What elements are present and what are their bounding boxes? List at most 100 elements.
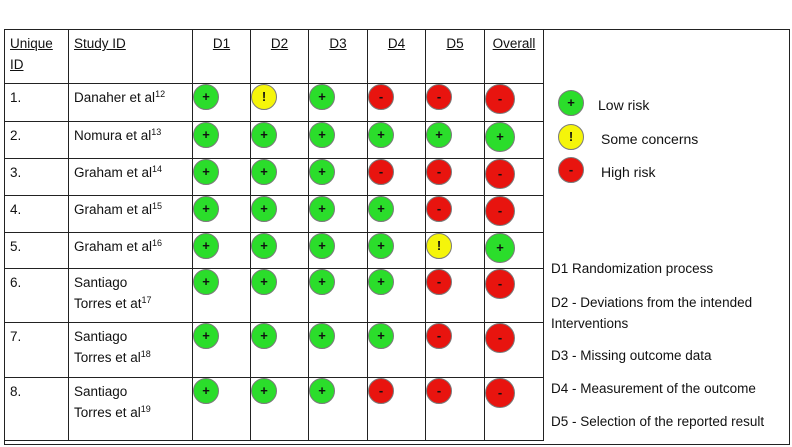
high-risk-icon: - <box>368 159 394 185</box>
high-risk-icon: - <box>426 196 452 222</box>
low-risk-icon: + <box>193 323 219 349</box>
judgement-cell-d2: + <box>250 232 309 269</box>
unique-id: 4. <box>10 202 22 217</box>
header-study-id: Study ID <box>68 29 193 84</box>
low-risk-icon: + <box>251 378 277 404</box>
legend-label: Some concerns <box>601 131 699 147</box>
study-name-text: Graham et al <box>74 202 153 217</box>
header-d3: D3 <box>308 29 368 84</box>
study-id-cell: Santiago Torres et al19 <box>68 377 193 441</box>
judgement-cell-d1: + <box>192 377 251 441</box>
high-risk-icon: - <box>368 84 394 110</box>
legend-label: High risk <box>601 164 656 180</box>
header-d1: D1 <box>192 29 251 84</box>
table-row: 8. Santiago Torres et al19 + + + - - - <box>4 377 544 441</box>
study-name-text: Torres et al <box>74 405 141 420</box>
study-name-text: Torres et al <box>74 350 141 365</box>
unique-id-cell: 2. <box>4 121 69 159</box>
judgement-cell-d1: + <box>192 158 251 196</box>
study-name-text: Nomura et al <box>74 128 152 143</box>
judgement-cell-overall: - <box>484 195 544 233</box>
judgement-cell-overall: - <box>484 377 544 441</box>
unique-id: 7. <box>10 329 22 344</box>
judgement-cell-d5: - <box>425 377 485 441</box>
table-row: 5. Graham et al16 + + + +! + <box>4 232 544 269</box>
judgement-cell-d2: + <box>250 195 309 233</box>
table-row: 4. Graham et al15 + + + + - - <box>4 195 544 233</box>
study-name-text: Santiago <box>74 384 128 399</box>
study-name: Graham et al16 <box>69 233 192 257</box>
domain-key-d4: D4 - Measurement of the outcome <box>551 381 756 396</box>
some-risk-icon: ! <box>426 233 452 259</box>
high-risk-icon: - <box>426 378 452 404</box>
low-risk-icon: + <box>309 196 335 222</box>
low-risk-icon: + <box>309 323 335 349</box>
judgement-cell-d5: - <box>425 83 485 122</box>
judgement-cell-d2: ! <box>250 83 309 122</box>
low-risk-icon: + <box>193 378 219 404</box>
high-risk-icon: - <box>368 378 394 404</box>
unique-id-cell: 7. <box>4 322 69 378</box>
low-risk-icon: + <box>193 233 219 259</box>
study-name: Graham et al14 <box>69 159 192 183</box>
low-risk-icon: + <box>251 122 277 148</box>
low-risk-icon: + <box>251 233 277 259</box>
judgement-cell-overall: - <box>484 268 544 323</box>
judgement-cell-d3: + <box>308 377 368 441</box>
judgement-cell-d4: - <box>367 158 426 196</box>
judgement-cell-d4: + <box>367 322 426 378</box>
study-id-cell: Danaher et al12 <box>68 83 193 122</box>
judgement-cell-d2: + <box>250 268 309 323</box>
unique-id-cell: 6. <box>4 268 69 323</box>
reference-number: 18 <box>140 349 151 359</box>
unique-id: 8. <box>10 384 22 399</box>
study-name: Santiago Torres et al18 <box>69 323 192 368</box>
study-name: Santiago Torres et at17 <box>69 269 192 314</box>
high-risk-icon: - <box>485 196 515 226</box>
judgement-cell-overall: - <box>484 83 544 122</box>
table-row: 1. Danaher et al12 +! + - - - <box>4 83 544 122</box>
judgement-cell-d2: + <box>250 158 309 196</box>
table-row: 6. Santiago Torres et at17 + + + + - - <box>4 268 544 323</box>
judgement-cell-d4: + <box>367 268 426 323</box>
unique-id: 3. <box>10 165 22 180</box>
unique-id-cell: 8. <box>4 377 69 441</box>
judgement-cell-overall: + <box>484 232 544 269</box>
low-risk-icon: + <box>309 84 335 110</box>
header-d4: D4 <box>367 29 426 84</box>
high-risk-icon: - <box>426 323 452 349</box>
study-name-text: Graham et al <box>74 165 153 180</box>
judgement-cell-d3: + <box>308 322 368 378</box>
judgement-cell-d5: ! <box>425 232 485 269</box>
header-unique-id: Unique ID <box>4 29 69 84</box>
low-risk-icon: + <box>193 159 219 185</box>
judgement-cell-d5: - <box>425 158 485 196</box>
study-name-text: Santiago <box>74 329 128 344</box>
table-row: 2. Nomura et al13 + + + + + + <box>4 121 544 159</box>
judgement-cell-d1: + <box>192 232 251 269</box>
study-id-cell: Santiago Torres et at17 <box>68 268 193 323</box>
study-name: Nomura et al13 <box>69 122 192 146</box>
low-risk-icon: + <box>251 196 277 222</box>
low-risk-icon: + <box>426 122 452 148</box>
reference-number: 14 <box>152 164 163 174</box>
study-name-text: Graham et al <box>74 239 153 254</box>
reference-number: 16 <box>152 238 163 248</box>
table-body: 1. Danaher et al12 +! + - - -2. Nomura et al13 +… <box>4 83 544 441</box>
risk-of-bias-table: Unique ID Study ID D1 D2 D3 D4 D5 Overal… <box>4 29 544 441</box>
high-risk-icon: - <box>485 269 515 299</box>
low-risk-icon: + <box>193 269 219 295</box>
reference-number: 12 <box>155 89 166 99</box>
judgement-cell-d1: + <box>192 195 251 233</box>
low-risk-icon: + <box>368 196 394 222</box>
judgement-cell-overall: - <box>484 322 544 378</box>
judgement-cell-overall: + <box>484 121 544 159</box>
study-name-text: Danaher et al <box>74 90 156 105</box>
low-risk-icon: + <box>558 90 584 116</box>
judgement-cell-d4: + <box>367 232 426 269</box>
judgement-cell-d5: - <box>425 268 485 323</box>
study-name-text: Torres et at <box>74 296 142 311</box>
judgement-cell-d1: + <box>192 83 251 122</box>
judgement-cell-d2: + <box>250 121 309 159</box>
judgement-cell-d1: + <box>192 268 251 323</box>
